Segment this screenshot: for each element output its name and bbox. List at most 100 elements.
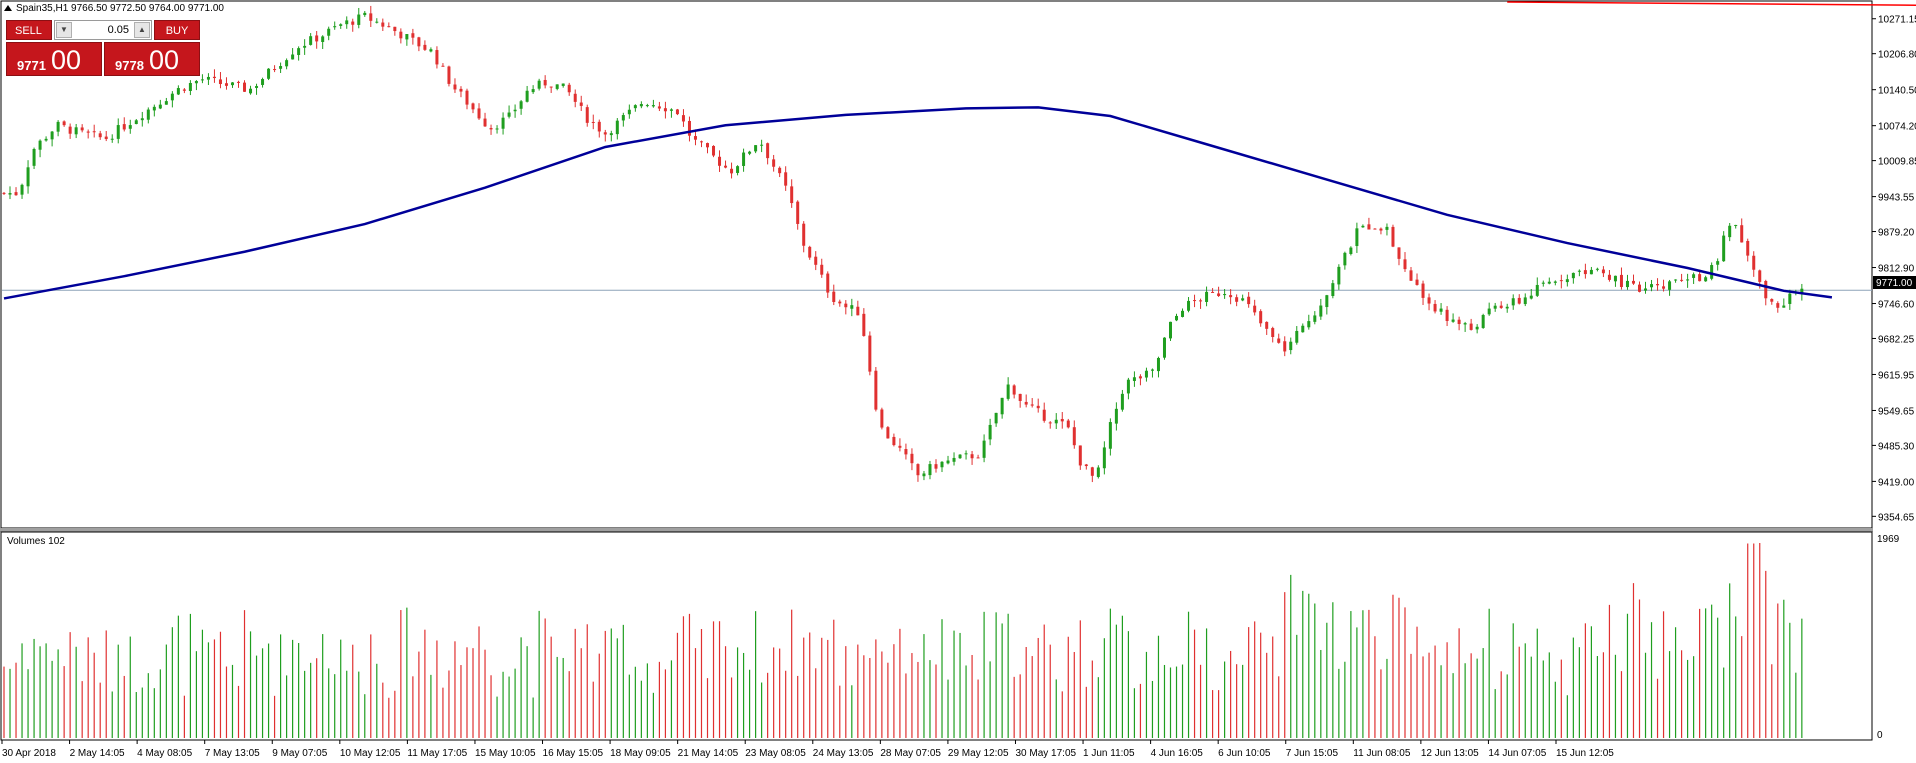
candle-body [1030,404,1034,406]
candle-body [459,88,463,92]
candle-body [1301,325,1305,333]
symbol-header: Spain35,H1 9766.50 9772.50 9764.00 9771.… [16,3,224,14]
candle-body [778,167,782,174]
candle-body [1577,270,1581,272]
candle-body [513,109,517,112]
candle-body [471,103,475,110]
candle-body [1782,305,1786,308]
candle-body [237,81,241,83]
sell-button[interactable]: SELL [6,20,52,40]
candle-body [988,424,992,440]
candle-body [158,104,162,109]
buy-price-box[interactable]: 9778 00 [104,42,200,76]
candle-body [1259,311,1263,324]
candle-body [796,201,800,224]
candle-body [399,31,403,39]
candle-body [387,26,391,28]
price-tick-label: 9943.55 [1878,193,1915,204]
candle-body [1481,314,1485,328]
candle-body [537,80,541,89]
candle-body [1625,280,1629,288]
candle-body [1072,427,1076,446]
sell-price-box[interactable]: 9771 00 [6,42,102,76]
candle-body [1740,225,1744,243]
candle-body [134,120,138,125]
candle-body [826,273,830,293]
candle-body [561,83,565,86]
candle-body [742,152,746,166]
trendline [1507,1,1916,6]
candle-body [645,105,649,107]
candle-body [1692,274,1696,278]
candle-body [38,140,42,150]
candle-body [976,457,980,459]
candle-body [381,22,385,27]
candle-body [1211,291,1215,293]
buy-price-big: 00 [149,45,180,75]
candle-body [1668,281,1672,290]
candle-body [86,131,90,133]
candle-body [1283,341,1287,352]
price-tick-label: 9354.65 [1878,512,1915,523]
candle-body [1054,419,1058,424]
time-tick-label: 21 May 14:05 [678,748,739,759]
candle-body [1746,240,1750,256]
candle-body [1463,323,1467,325]
candle-body [1024,401,1028,405]
candle-body [543,79,547,86]
candle-body [62,121,66,126]
candle-body [1168,321,1172,339]
candle-body [273,69,277,71]
candle-body [958,454,962,459]
candle-body [285,60,289,67]
candle-body [417,37,421,47]
trendlines[interactable] [1507,1,1916,361]
time-tick-label: 30 May 17:05 [1015,748,1076,759]
candle-body [495,128,499,130]
candle-body [441,65,445,67]
candle-body [1000,397,1004,415]
time-tick-label: 16 May 15:05 [543,748,604,759]
price-tick-label: 9682.25 [1878,334,1915,345]
lot-increase-button[interactable]: ▲ [134,22,150,38]
candle-body [591,121,595,123]
candle-body [1583,270,1587,275]
candle-body [706,143,710,148]
candle-body [1571,272,1575,279]
volume-label: Volumes 102 [7,536,65,547]
price-tick-label: 9485.30 [1878,441,1915,452]
candle-body [1343,252,1347,266]
pane-separator[interactable] [0,528,1873,532]
candle-body [435,50,439,65]
candle-body [760,144,764,146]
candle-body [1277,338,1281,343]
price-tick-label: 9812.90 [1878,264,1915,275]
candle-body [1439,308,1443,312]
candle-body [730,168,734,174]
lot-size-input[interactable] [75,22,129,38]
candle-body [964,453,968,455]
candle-body [1475,326,1479,330]
candle-body [1379,228,1383,231]
candle-body [633,105,637,109]
candle-body [946,460,950,464]
candle-body [910,453,914,464]
candle-body [1150,369,1154,371]
candle-body [465,90,469,105]
candle-body [1319,305,1323,317]
candle-body [243,82,247,92]
candle-body [898,445,902,448]
collapse-arrow-icon[interactable] [4,5,12,11]
candle-body [267,68,271,79]
candle-body [772,159,776,167]
candle-body [369,13,373,21]
lot-decrease-button[interactable]: ▼ [56,22,72,38]
buy-button[interactable]: BUY [154,20,200,40]
candle-body [1601,269,1605,274]
candle-body [609,133,613,136]
time-tick-label: 24 May 13:05 [813,748,874,759]
candle-body [1102,447,1106,469]
candle-body [98,133,102,138]
candle-body [615,120,619,135]
